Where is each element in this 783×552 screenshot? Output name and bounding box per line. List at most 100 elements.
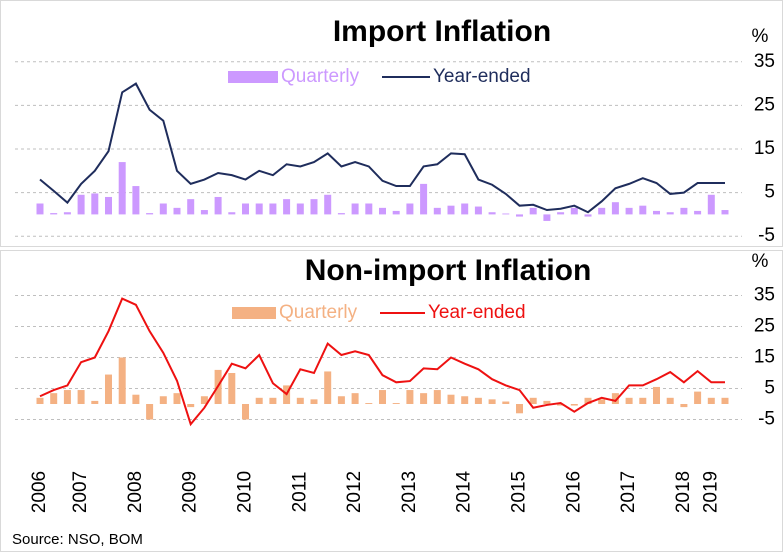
- bar: [351, 393, 359, 404]
- line: [39, 82, 725, 214]
- x-tick-label: 2006: [29, 471, 50, 513]
- x-tick-label: 2007: [70, 471, 91, 513]
- x-tick-label: 2013: [399, 471, 420, 513]
- bar: [91, 400, 99, 404]
- bar: [406, 390, 414, 404]
- legend-swatch: [228, 71, 278, 83]
- bar: [228, 212, 236, 215]
- x-tick-label: 2019: [700, 471, 721, 513]
- x-tick-label: 2018: [673, 471, 694, 513]
- bar: [598, 399, 606, 404]
- bar: [118, 162, 126, 215]
- x-tick-label: 2015: [509, 471, 530, 513]
- x-tick-label: 2014: [454, 470, 475, 513]
- bar: [474, 397, 482, 404]
- bar: [255, 397, 263, 404]
- bar: [474, 206, 482, 215]
- bar: [625, 397, 633, 404]
- bar: [639, 205, 647, 215]
- line: [39, 297, 725, 427]
- bar: [146, 213, 154, 215]
- bar: [584, 397, 592, 404]
- bar: [666, 397, 674, 404]
- bar: [187, 199, 195, 215]
- bar: [488, 399, 496, 404]
- bar: [529, 397, 537, 404]
- legend-label: Year-ended: [433, 66, 531, 87]
- bar: [570, 404, 578, 406]
- bar: [557, 404, 565, 406]
- bar: [433, 390, 441, 404]
- y-tick-label: -5: [758, 225, 775, 246]
- bar: [680, 207, 688, 215]
- bar: [214, 196, 222, 215]
- bar: [187, 404, 195, 408]
- y-tick-label: 35: [754, 285, 775, 306]
- bar: [447, 205, 455, 215]
- bar: [694, 391, 702, 404]
- bar: [611, 393, 619, 404]
- bar: [255, 203, 263, 215]
- bar: [502, 213, 510, 215]
- bar: [694, 210, 702, 215]
- bar: [159, 396, 167, 404]
- bar: [173, 207, 181, 215]
- chart-title: Non-import Inflation: [305, 254, 592, 287]
- bar: [543, 400, 551, 404]
- bar: [707, 194, 715, 215]
- bar: [200, 396, 208, 404]
- bar: [118, 357, 126, 404]
- bar: [461, 396, 469, 404]
- legend-swatch: [232, 307, 276, 319]
- bar: [269, 397, 277, 404]
- bar: [666, 212, 674, 215]
- bar: [365, 203, 373, 215]
- bar: [132, 186, 140, 215]
- bar: [200, 210, 208, 215]
- y-tick-label: 35: [754, 51, 775, 72]
- bar: [63, 212, 71, 215]
- y-tick-label: 25: [754, 94, 775, 115]
- bar: [447, 394, 455, 404]
- bar: [420, 183, 428, 215]
- y-tick-label: 15: [754, 138, 775, 159]
- y-tick-label: 5: [764, 182, 775, 203]
- bar: [406, 203, 414, 215]
- x-tick-label: 2012: [344, 471, 365, 513]
- bar: [296, 397, 304, 404]
- bar: [269, 203, 277, 215]
- bar: [132, 394, 140, 404]
- bar: [680, 404, 688, 408]
- bar: [598, 207, 606, 215]
- bar: [557, 212, 565, 215]
- bar: [228, 373, 236, 404]
- bar: [611, 202, 619, 215]
- bar: [146, 404, 154, 420]
- bar: [50, 213, 58, 215]
- bar: [324, 194, 332, 215]
- source: Source: NSO, BOM: [12, 531, 143, 548]
- bar: [379, 390, 386, 404]
- bar: [77, 390, 85, 404]
- bar: [721, 397, 729, 404]
- bar: [639, 397, 647, 404]
- bar: [77, 194, 85, 215]
- bar: [310, 399, 318, 404]
- bar: [392, 210, 400, 215]
- bar: [516, 404, 523, 414]
- bar: [105, 374, 112, 404]
- bar: [351, 203, 359, 215]
- bar: [420, 393, 428, 404]
- bar: [653, 386, 660, 404]
- bar: [63, 390, 71, 404]
- x-tick-label: 2009: [180, 471, 201, 513]
- bar: [310, 199, 318, 215]
- bar: [91, 193, 99, 215]
- bar: [105, 196, 112, 215]
- bar: [296, 203, 304, 215]
- bar: [173, 393, 181, 404]
- bar: [570, 207, 578, 215]
- bar: [488, 212, 496, 215]
- bar: [502, 401, 510, 404]
- bar: [516, 214, 523, 217]
